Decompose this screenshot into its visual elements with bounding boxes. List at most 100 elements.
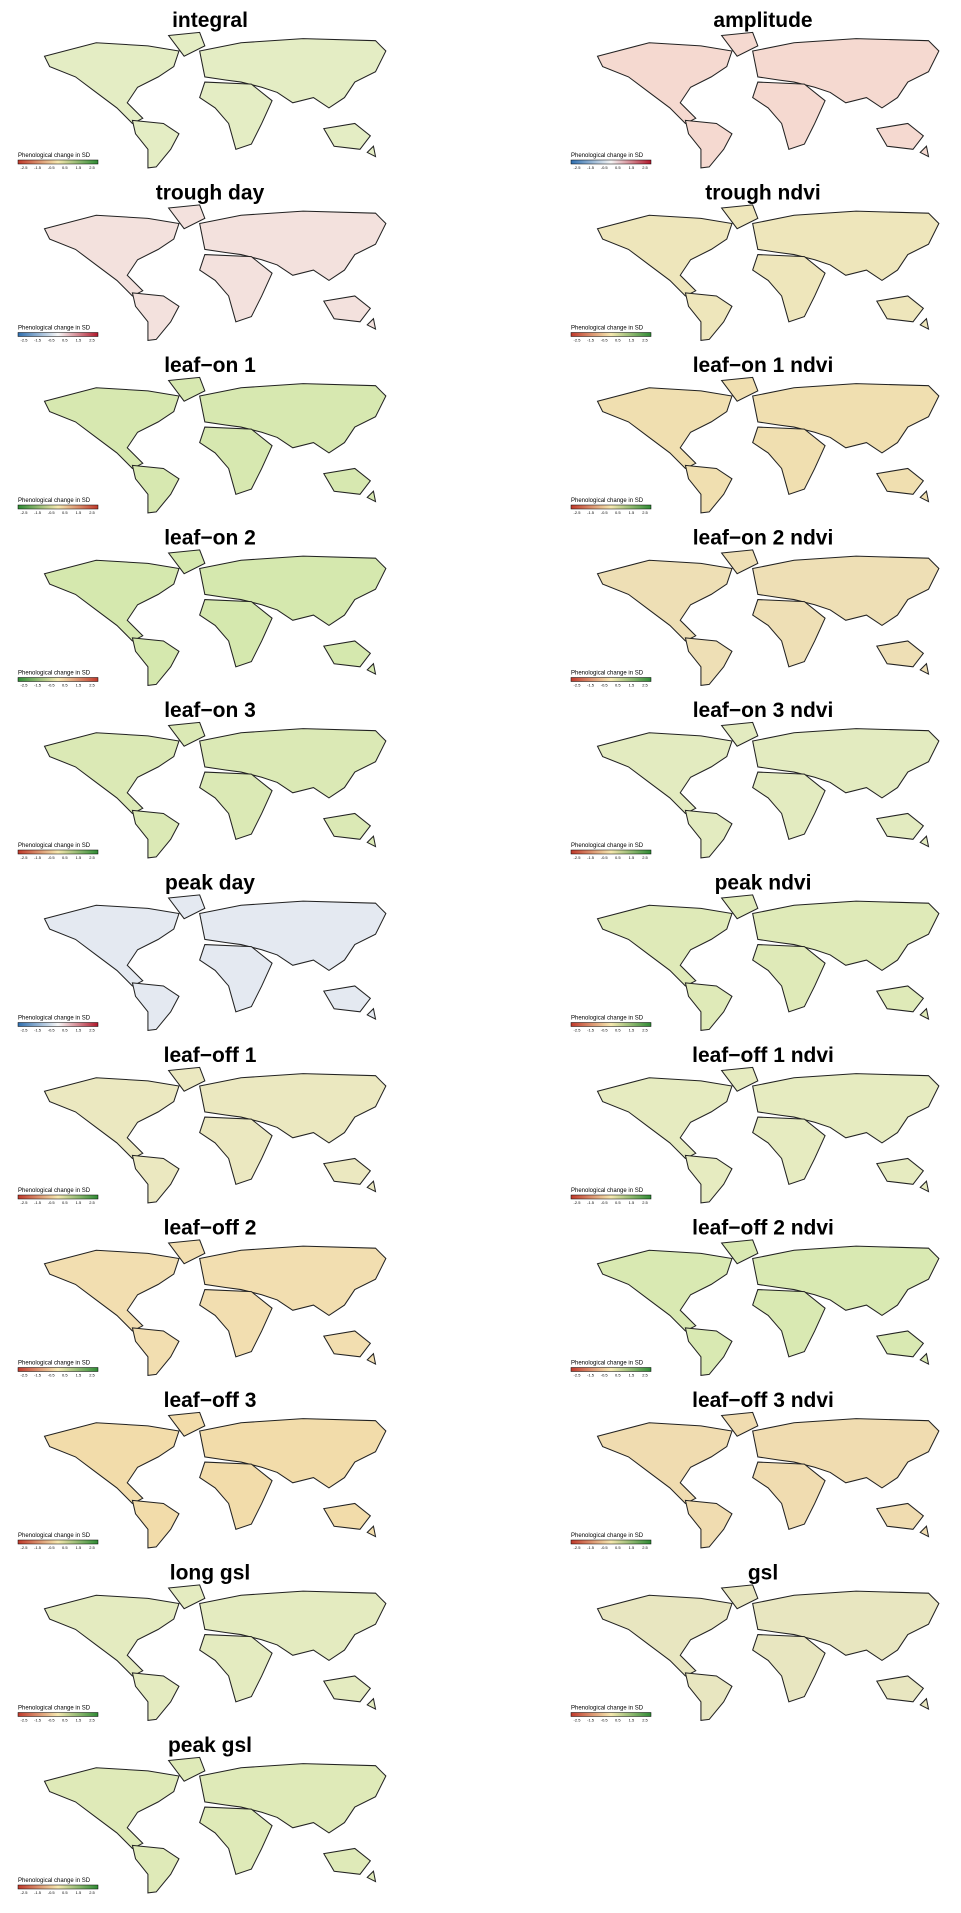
panel-title: leaf−off 1 <box>164 1044 257 1067</box>
legend-tick: -1.5 <box>587 1373 595 1378</box>
world-map <box>44 377 385 513</box>
legend-tick: -0.5 <box>48 1200 56 1205</box>
world-map <box>44 1757 385 1893</box>
legend-tick: 0.5 <box>615 1028 621 1033</box>
legend-tick: -0.5 <box>48 1373 56 1378</box>
legend-title: Phenological change in SD <box>571 498 644 504</box>
world-map <box>597 722 938 858</box>
world-map <box>44 722 385 858</box>
legend-tick: 1.5 <box>629 1373 635 1378</box>
legend-tick: 2.5 <box>642 683 648 688</box>
colorbar <box>571 850 651 854</box>
world-map <box>597 550 938 686</box>
legend-tick: -2.5 <box>21 683 29 688</box>
legend-title: Phenological change in SD <box>571 1533 644 1539</box>
world-map <box>44 32 385 168</box>
world-map <box>597 377 938 513</box>
legend-title: Phenological change in SD <box>18 1188 91 1194</box>
legend-tick: -0.5 <box>48 855 56 860</box>
legend-tick: 1.5 <box>76 1545 82 1550</box>
legend-tick: -0.5 <box>48 1718 56 1723</box>
legend-tick: -1.5 <box>34 165 42 170</box>
panel-title: trough ndvi <box>705 182 820 205</box>
legend-tick: -0.5 <box>48 1890 56 1895</box>
colorbar <box>571 1368 651 1372</box>
world-map <box>597 205 938 341</box>
legend-tick: 1.5 <box>629 683 635 688</box>
legend-tick: -0.5 <box>48 165 56 170</box>
legend-tick: -2.5 <box>574 1028 582 1033</box>
legend-tick: 1.5 <box>629 510 635 515</box>
legend-tick: 0.5 <box>615 1200 621 1205</box>
world-map <box>44 1067 385 1203</box>
legend-tick: -1.5 <box>34 510 42 515</box>
legend-tick: 2.5 <box>89 1545 95 1550</box>
colorbar <box>18 678 98 682</box>
colorbar <box>18 505 98 509</box>
legend-tick: 1.5 <box>76 1028 82 1033</box>
legend-tick: -1.5 <box>34 1718 42 1723</box>
legend-title: Phenological change in SD <box>18 1361 91 1367</box>
legend-title: Phenological change in SD <box>571 1016 644 1022</box>
legend-tick: 1.5 <box>629 1028 635 1033</box>
map-panel: leaf−off 1 Phenological change in SD -2.5 -… <box>18 1044 386 1205</box>
legend-tick: -0.5 <box>601 855 609 860</box>
legend-tick: 2.5 <box>89 338 95 343</box>
legend-tick: -0.5 <box>601 1028 609 1033</box>
colorbar <box>571 1195 651 1199</box>
legend-tick: -0.5 <box>48 1545 56 1550</box>
legend-tick: 1.5 <box>629 338 635 343</box>
colorbar <box>571 678 651 682</box>
legend-tick: 1.5 <box>76 683 82 688</box>
legend-tick: -2.5 <box>21 1545 29 1550</box>
legend-tick: 2.5 <box>642 1373 648 1378</box>
legend-tick: 0.5 <box>615 510 621 515</box>
legend-tick: -1.5 <box>34 1028 42 1033</box>
legend-tick: 1.5 <box>76 1718 82 1723</box>
colorbar <box>18 1540 98 1544</box>
legend-tick: 1.5 <box>76 338 82 343</box>
panel-title: leaf−off 2 <box>164 1217 257 1240</box>
colorbar <box>571 1540 651 1544</box>
world-map <box>597 1240 938 1376</box>
legend-tick: -2.5 <box>21 510 29 515</box>
colorbar <box>18 333 98 337</box>
legend-title: Phenological change in SD <box>571 326 644 332</box>
legend-tick: 0.5 <box>615 683 621 688</box>
panel-title: long gsl <box>170 1562 251 1585</box>
legend-tick: 1.5 <box>629 855 635 860</box>
legend-tick: 0.5 <box>62 510 68 515</box>
panel-title: amplitude <box>713 9 812 32</box>
legend-tick: 1.5 <box>629 165 635 170</box>
legend-tick: 1.5 <box>76 165 82 170</box>
colorbar <box>18 1885 98 1889</box>
legend-tick: -0.5 <box>601 1718 609 1723</box>
legend-tick: 2.5 <box>642 1718 648 1723</box>
legend-tick: -2.5 <box>21 1200 29 1205</box>
world-map <box>44 895 385 1031</box>
legend-tick: -1.5 <box>587 1028 595 1033</box>
legend-tick: -1.5 <box>587 510 595 515</box>
legend-tick: 0.5 <box>62 1545 68 1550</box>
legend-tick: 0.5 <box>615 1373 621 1378</box>
legend-tick: 1.5 <box>76 1890 82 1895</box>
legend-tick: -0.5 <box>601 338 609 343</box>
legend-tick: -1.5 <box>34 855 42 860</box>
legend-tick: 0.5 <box>62 1028 68 1033</box>
panel-title: peak day <box>165 872 255 895</box>
legend-tick: 2.5 <box>642 1200 648 1205</box>
panel-title: leaf−on 1 <box>164 354 256 377</box>
legend-tick: -0.5 <box>601 1200 609 1205</box>
legend-tick: 0.5 <box>62 1200 68 1205</box>
legend-tick: -1.5 <box>34 1890 42 1895</box>
legend-tick: 2.5 <box>89 165 95 170</box>
colorbar <box>18 1023 98 1027</box>
legend-tick: 2.5 <box>642 165 648 170</box>
